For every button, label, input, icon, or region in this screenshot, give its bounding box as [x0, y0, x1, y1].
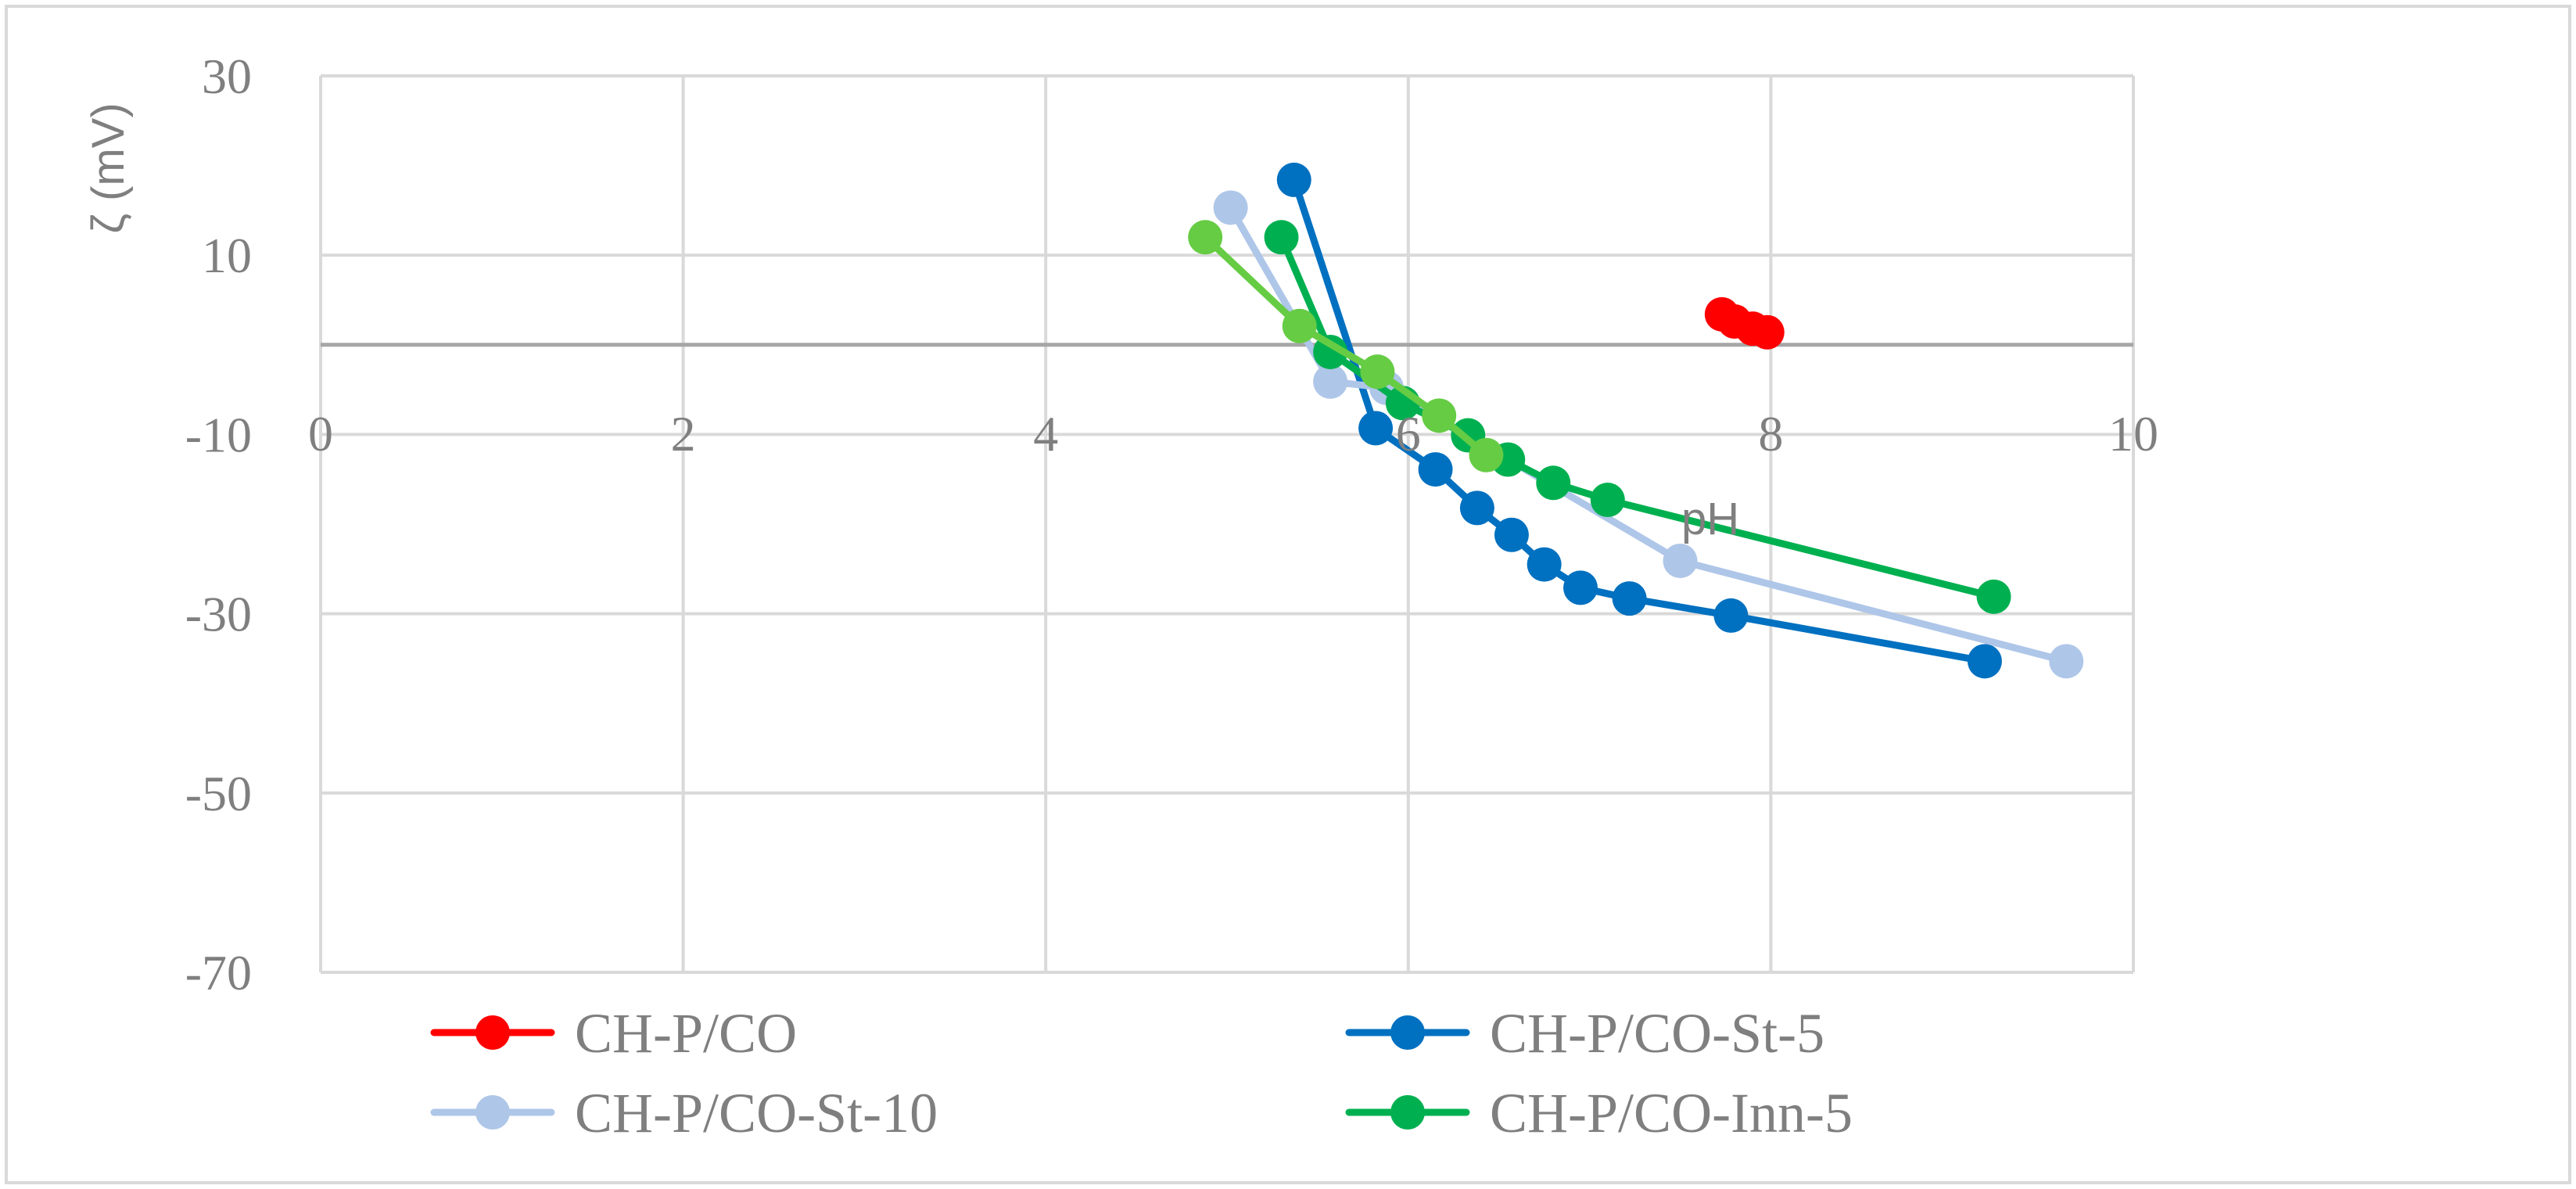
series-2-point-3 [1663, 543, 1698, 578]
series-2-point-0 [1213, 190, 1248, 225]
series-1 [1276, 162, 2002, 679]
y-tick-label-2: -10 [185, 407, 252, 462]
legend-marker-3 [1390, 1095, 1425, 1130]
x-tick-label-3: 6 [1396, 406, 1421, 462]
series-0-point-3 [1749, 314, 1785, 350]
series-2-point-1 [1313, 364, 1348, 399]
y-tick-label-3: -30 [185, 587, 252, 642]
series-4-point-4 [1469, 437, 1504, 472]
tick-labels: 0 2 4 6 8 10 30 10 -10 -30 -50 -70 [185, 48, 2158, 1000]
x-tick-label-1: 2 [671, 406, 696, 462]
series-layer [1188, 162, 2084, 679]
series-1-point-7 [1612, 581, 1647, 616]
x-tick-label-5: 10 [2108, 406, 2158, 462]
series-1-point-3 [1459, 490, 1494, 526]
series-1-point-8 [1713, 598, 1749, 633]
x-tick-label-4: 8 [1758, 406, 1783, 462]
series-1-point-6 [1563, 570, 1598, 605]
x-tick-label-2: 4 [1033, 406, 1058, 462]
legend-label-0: CH-P/CO [575, 1002, 797, 1065]
series-1-point-9 [1967, 644, 2002, 679]
chart-border [5, 5, 2571, 1184]
legend-marker-1 [1390, 1015, 1425, 1050]
y-tick-label-1: 10 [202, 228, 252, 283]
series-4-point-0 [1188, 220, 1223, 255]
x-axis-label: pH [1681, 494, 1739, 544]
y-tick-label-0: 30 [202, 48, 252, 104]
legend-label-3: CH-P/CO-Inn-5 [1490, 1082, 1853, 1144]
legend-marker-0 [475, 1015, 510, 1050]
series-4-point-2 [1360, 354, 1395, 390]
series-3-point-6 [1590, 483, 1625, 518]
series-1-point-5 [1527, 547, 1562, 582]
grid-lines [319, 74, 2135, 974]
series-1-point-4 [1494, 517, 1529, 552]
x-tick-label-0: 0 [308, 406, 333, 462]
y-axis-label: ζ (mV) [83, 102, 134, 233]
y-tick-label-5: -70 [185, 945, 252, 1000]
legend-marker-2 [475, 1095, 510, 1130]
series-3-point-1 [1313, 334, 1348, 369]
series-line-1 [1290, 176, 1989, 665]
y-tick-label-4: -50 [185, 766, 252, 821]
series-1-point-2 [1418, 452, 1453, 487]
series-3-point-5 [1536, 465, 1571, 501]
series-4 [1188, 220, 1504, 472]
series-4-point-1 [1282, 308, 1317, 343]
series-1-point-0 [1276, 162, 1311, 197]
series-3-point-7 [1976, 579, 2011, 614]
series-1-point-1 [1358, 411, 1394, 446]
legend-label-2: CH-P/CO-St-10 [575, 1082, 938, 1144]
series-0 [1704, 296, 1785, 350]
series-2-point-4 [2049, 644, 2084, 679]
legend-label-1: CH-P/CO-St-5 [1490, 1002, 1824, 1065]
series-4-point-3 [1422, 398, 1457, 433]
series-3-point-0 [1264, 220, 1299, 255]
legend: CH-P/CO CH-P/CO-St-5 CH-P/CO-St-10 CH-P/CO-… [430, 1002, 1853, 1144]
